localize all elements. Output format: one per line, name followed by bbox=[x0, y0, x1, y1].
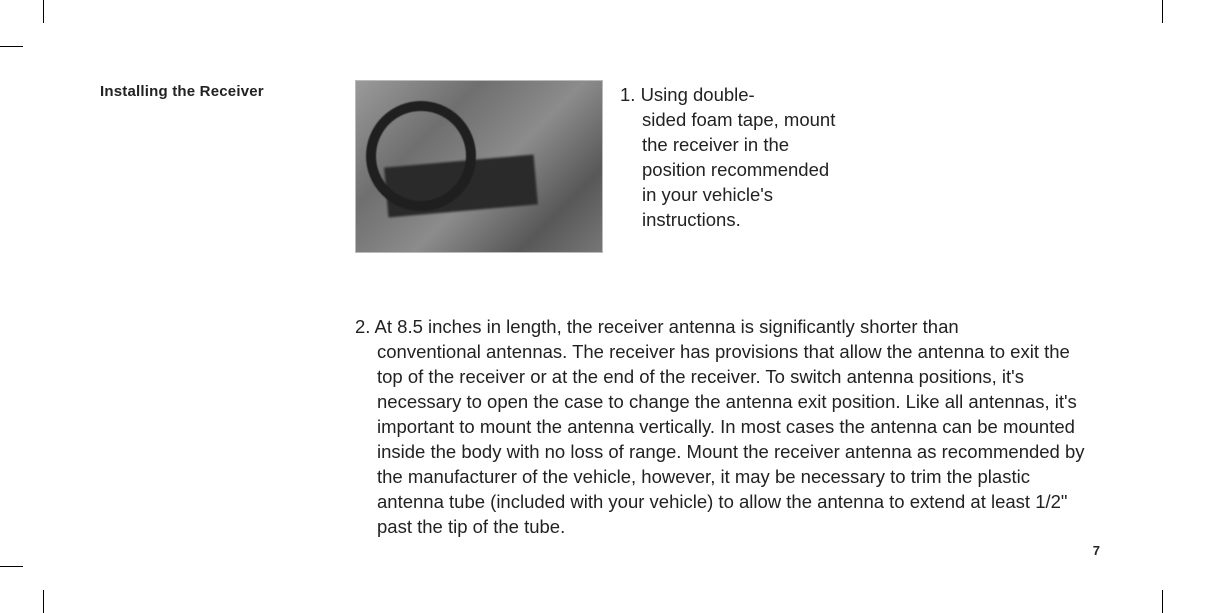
step-2-body: conventional antennas. The receiver has … bbox=[355, 340, 1095, 540]
page-number: 7 bbox=[1093, 543, 1100, 558]
step-2-firstline: 2. At 8.5 inches in length, the receiver… bbox=[355, 316, 959, 337]
receiver-install-photo bbox=[355, 80, 603, 253]
step-1-firstline: 1. Using double- bbox=[620, 84, 755, 105]
step-1-body: sided foam tape, mount the receiver in t… bbox=[620, 108, 840, 233]
crop-mark-top-h bbox=[0, 46, 23, 47]
crop-mark-top-right-v bbox=[1162, 0, 1163, 23]
crop-mark-top-v bbox=[43, 0, 44, 23]
section-heading: Installing the Receiver bbox=[100, 83, 264, 100]
step-2: 2. At 8.5 inches in length, the receiver… bbox=[355, 315, 1095, 540]
crop-mark-bottom-v bbox=[43, 590, 44, 613]
crop-mark-bottom-right-v bbox=[1162, 590, 1163, 613]
crop-mark-bottom-h bbox=[0, 566, 23, 567]
step-1: 1. Using double- sided foam tape, mount … bbox=[620, 83, 840, 233]
